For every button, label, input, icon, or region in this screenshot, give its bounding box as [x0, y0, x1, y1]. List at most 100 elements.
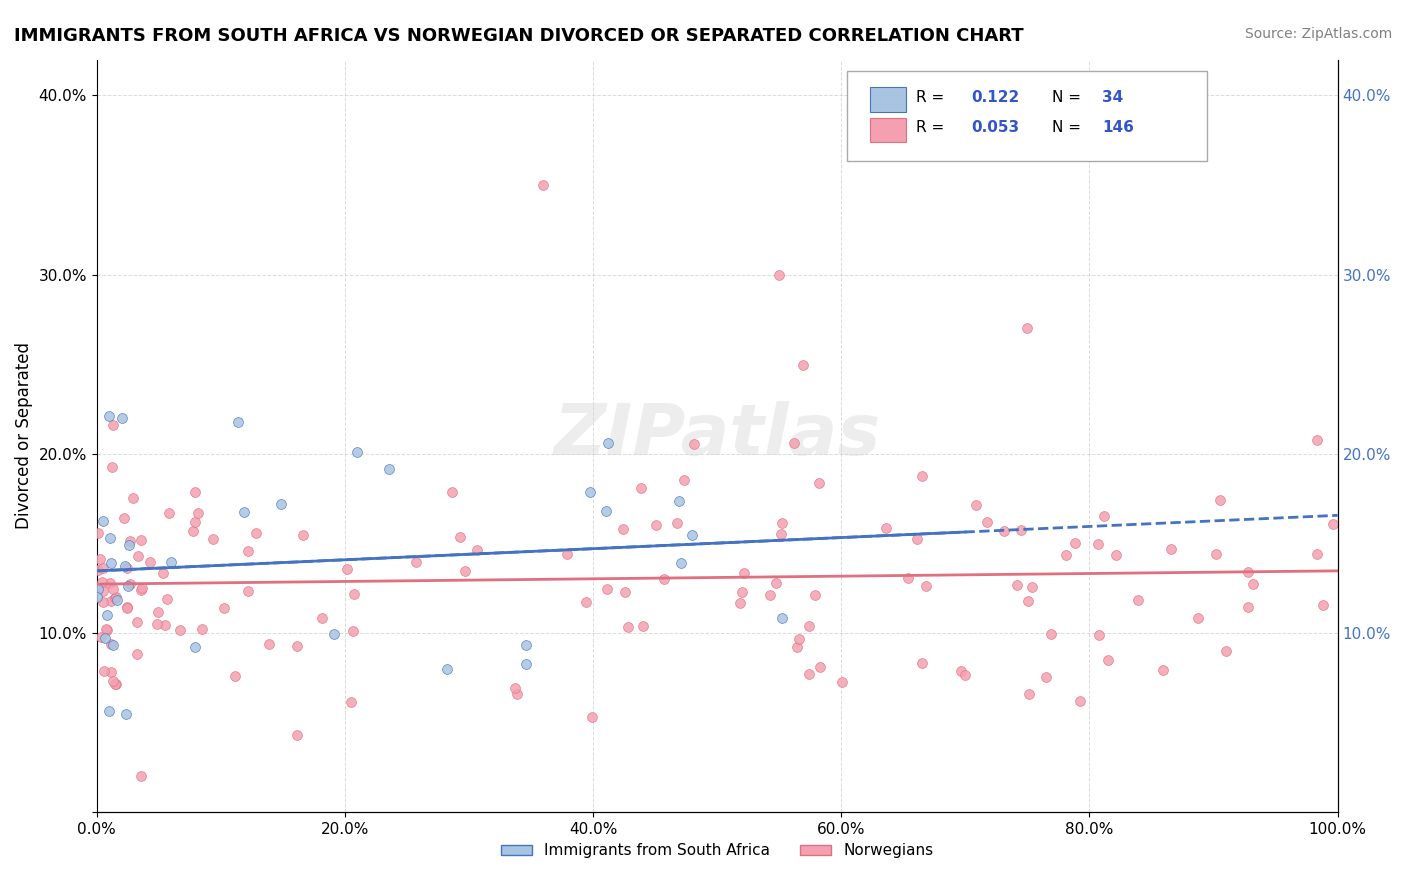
Point: [1312, 598, 1334, 612]
Point: [100, 594, 122, 608]
Point: [612, 522, 634, 536]
Point: [911, 468, 934, 483]
Point: [90, 630, 112, 644]
Point: [98, 409, 121, 423]
Point: [322, 627, 344, 641]
Point: [797, 619, 820, 633]
Point: [155, 617, 177, 632]
Point: [93, 664, 115, 678]
Point: [786, 640, 808, 655]
Point: [127, 549, 149, 563]
Point: [1128, 593, 1150, 607]
Point: [96, 623, 118, 637]
Point: [1021, 580, 1043, 594]
Point: [993, 524, 1015, 538]
Point: [555, 548, 578, 562]
Point: [103, 417, 125, 432]
Point: [681, 527, 703, 541]
Legend: Immigrants from South Africa, Norwegians: Immigrants from South Africa, Norwegians: [495, 838, 939, 864]
Point: [783, 436, 806, 450]
Point: [598, 435, 620, 450]
Point: [157, 506, 180, 520]
Point: [110, 410, 132, 425]
Point: [101, 582, 124, 596]
Point: [1205, 547, 1227, 561]
Point: [155, 592, 177, 607]
Text: N =: N =: [1052, 90, 1085, 104]
Point: [669, 556, 692, 570]
Point: [115, 601, 138, 615]
Point: [125, 647, 148, 661]
Point: [139, 555, 162, 569]
Point: [1092, 509, 1115, 524]
Point: [803, 588, 825, 602]
Point: [1097, 653, 1119, 667]
Point: [115, 599, 138, 614]
Text: ZIPatlas: ZIPatlas: [554, 401, 882, 470]
Point: [89, 552, 111, 566]
Point: [875, 521, 897, 535]
Point: [915, 578, 938, 592]
Point: [953, 668, 976, 682]
Point: [1018, 687, 1040, 701]
Point: [515, 638, 537, 652]
Point: [506, 687, 529, 701]
Point: [578, 484, 600, 499]
Point: [1187, 611, 1209, 625]
Point: [1236, 600, 1258, 615]
Point: [236, 583, 259, 598]
FancyBboxPatch shape: [870, 118, 905, 142]
Point: [770, 516, 793, 531]
Point: [672, 473, 695, 487]
Point: [682, 437, 704, 451]
Point: [1160, 541, 1182, 556]
Point: [1306, 434, 1329, 448]
Point: [129, 533, 152, 548]
Point: [122, 491, 145, 505]
Point: [911, 657, 934, 671]
Point: [668, 494, 690, 508]
Point: [449, 530, 471, 544]
Y-axis label: Divorced or Separated: Divorced or Separated: [15, 343, 32, 529]
Point: [285, 728, 308, 742]
Point: [91, 595, 114, 609]
Point: [114, 559, 136, 574]
Point: [342, 624, 364, 638]
Point: [115, 706, 138, 721]
Point: [1017, 594, 1039, 608]
Point: [759, 588, 782, 602]
Point: [101, 673, 124, 688]
Point: [808, 475, 831, 490]
Point: [1215, 644, 1237, 658]
Point: [965, 498, 987, 512]
Point: [87, 563, 110, 577]
Point: [270, 497, 292, 511]
Point: [441, 485, 464, 500]
Text: R =: R =: [915, 90, 949, 104]
Point: [311, 611, 333, 625]
Point: [596, 582, 619, 596]
Point: [787, 632, 810, 647]
Text: N =: N =: [1052, 120, 1085, 135]
Point: [226, 415, 249, 429]
Point: [1236, 565, 1258, 579]
Point: [146, 616, 169, 631]
Point: [285, 640, 308, 654]
Point: [120, 577, 142, 591]
FancyBboxPatch shape: [870, 87, 905, 112]
Text: IMMIGRANTS FROM SOUTH AFRICA VS NORWEGIAN DIVORCED OR SEPARATED CORRELATION CHAR: IMMIGRANTS FROM SOUTH AFRICA VS NORWEGIA…: [14, 27, 1024, 45]
Point: [120, 533, 142, 548]
Point: [770, 526, 793, 541]
Point: [346, 445, 368, 459]
Point: [100, 556, 122, 570]
Point: [104, 590, 127, 604]
Point: [184, 484, 207, 499]
Point: [533, 178, 555, 192]
Point: [91, 574, 114, 589]
Point: [152, 566, 174, 580]
Point: [905, 532, 928, 546]
Point: [339, 695, 361, 709]
Point: [181, 524, 204, 539]
Point: [896, 570, 918, 584]
Point: [454, 565, 477, 579]
